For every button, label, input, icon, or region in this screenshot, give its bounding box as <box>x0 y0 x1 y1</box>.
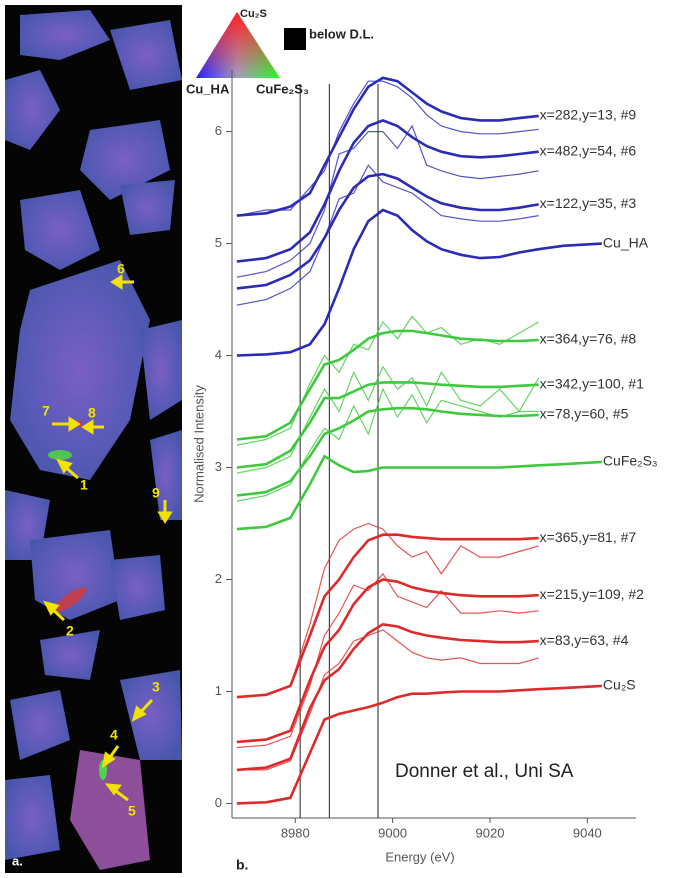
series-label: x=342,y=100, #1 <box>540 375 645 391</box>
series-label: x=122,y=35, #3 <box>540 195 637 211</box>
series-label: Cu₂S <box>603 677 636 693</box>
measured-line <box>236 164 539 306</box>
fit-line <box>236 454 602 531</box>
measured-line <box>236 629 539 771</box>
key-label: Cu_HA <box>186 81 230 96</box>
map-marker-label: 5 <box>128 803 136 819</box>
series-label: Cu_HA <box>603 234 649 250</box>
map-marker-label: 4 <box>110 727 118 743</box>
measured-line <box>236 80 539 217</box>
panel-label: a. <box>12 853 23 868</box>
map-marker-label: 6 <box>117 261 125 277</box>
key-label: CuFe₂S₃ <box>256 81 309 96</box>
measured-line <box>236 387 539 502</box>
x-tick-label: 9000 <box>378 825 407 840</box>
key-label: below D.L. <box>309 26 374 41</box>
map-image <box>5 5 182 873</box>
y-tick-label: 2 <box>215 571 222 586</box>
fit-line <box>236 406 539 497</box>
panel-label: b. <box>236 857 248 873</box>
map-marker-label: 9 <box>152 485 160 501</box>
fit-line <box>236 172 539 290</box>
fit-line <box>236 119 539 263</box>
y-tick-label: 1 <box>215 683 222 698</box>
series-label: x=282,y=13, #9 <box>540 107 637 123</box>
y-axis-label: Normalised Intensity <box>191 385 206 503</box>
annotation: Donner et al., Uni SA <box>395 761 574 782</box>
series-label: x=215,y=109, #2 <box>540 586 645 602</box>
map-marker-label: 2 <box>66 623 74 639</box>
y-tick-label: 6 <box>215 123 222 138</box>
series-label: x=78,y=60, #5 <box>540 406 629 422</box>
measured-line <box>236 124 539 278</box>
y-tick-label: 5 <box>215 235 222 250</box>
fit-line <box>236 208 602 357</box>
y-tick-label: 0 <box>215 795 222 810</box>
x-tick-label: 9020 <box>476 825 505 840</box>
measured-line <box>236 572 539 749</box>
map-arrows <box>43 274 173 802</box>
measured-line <box>236 365 540 474</box>
series-label: CuFe₂S₃ <box>603 453 658 469</box>
map-marker-label: 3 <box>152 679 160 695</box>
key-label: Cu₂S <box>240 8 267 20</box>
map-marker-label: 8 <box>88 405 96 421</box>
fit-line <box>236 533 539 699</box>
map-marker-label: 1 <box>80 477 88 493</box>
series-label: x=364,y=76, #8 <box>540 331 637 347</box>
color-key <box>196 12 306 78</box>
fit-line <box>236 684 602 805</box>
y-tick-label: 4 <box>215 347 222 362</box>
fit-line <box>236 578 539 744</box>
fit-line <box>236 381 539 469</box>
measured-line <box>236 315 539 446</box>
series-label: x=482,y=54, #6 <box>540 142 637 158</box>
fit-line <box>236 76 539 217</box>
map-marker-label: 7 <box>42 403 50 419</box>
fit-line <box>236 329 539 441</box>
series-label: x=83,y=63, #4 <box>540 632 629 648</box>
measured-line <box>236 522 539 698</box>
x-tick-label: 9040 <box>573 825 602 840</box>
x-axis-label: Energy (eV) <box>385 849 454 864</box>
y-tick-label: 3 <box>215 459 222 474</box>
fit-line <box>236 622 539 772</box>
series-label: x=365,y=81, #7 <box>540 529 637 545</box>
x-tick-label: 8980 <box>281 825 310 840</box>
